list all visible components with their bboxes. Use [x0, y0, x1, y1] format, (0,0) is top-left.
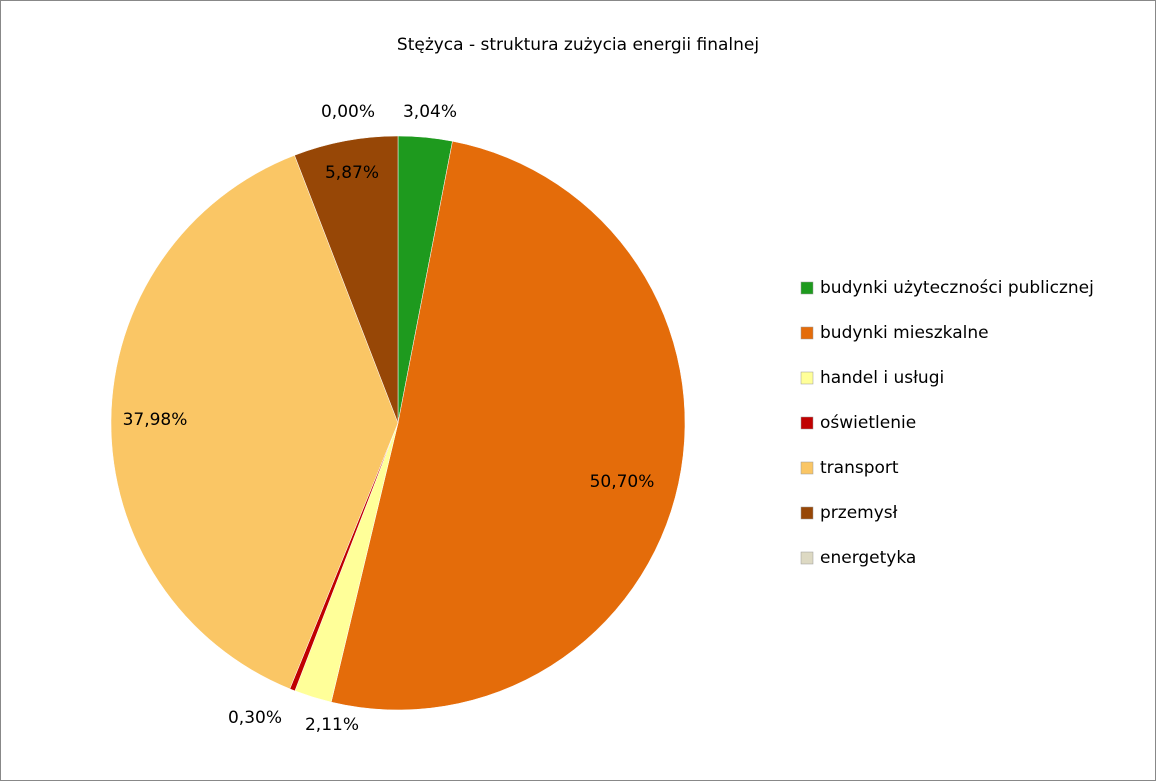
- legend-label: handel i usługi: [820, 368, 944, 388]
- legend-swatch: [800, 326, 814, 340]
- pie-slice: [330, 140, 686, 711]
- legend-swatch: [800, 281, 814, 295]
- data-label: 3,04%: [403, 102, 457, 122]
- legend-swatch: [800, 416, 814, 430]
- data-label: 5,87%: [325, 163, 379, 183]
- data-label: 0,00%: [321, 102, 375, 122]
- legend-label: transport: [820, 458, 899, 478]
- data-label: 50,70%: [590, 472, 655, 492]
- legend-label: budynki użyteczności publicznej: [820, 278, 1094, 298]
- legend-label: przemysł: [820, 503, 898, 523]
- pie-slice: [294, 135, 399, 424]
- legend-label: energetyka: [820, 548, 916, 568]
- chart-title: Stężyca - struktura zużycia energii fina…: [397, 35, 759, 55]
- pie-slice: [110, 154, 399, 690]
- legend-swatch: [800, 371, 814, 385]
- legend-swatch: [800, 461, 814, 475]
- legend-swatch: [800, 506, 814, 520]
- data-label: 37,98%: [123, 410, 188, 430]
- legend-label: oświetlenie: [820, 413, 916, 433]
- data-label: 2,11%: [305, 715, 359, 735]
- legend-swatch: [800, 551, 814, 565]
- data-label: 0,30%: [228, 708, 282, 728]
- legend-label: budynki mieszkalne: [820, 323, 989, 343]
